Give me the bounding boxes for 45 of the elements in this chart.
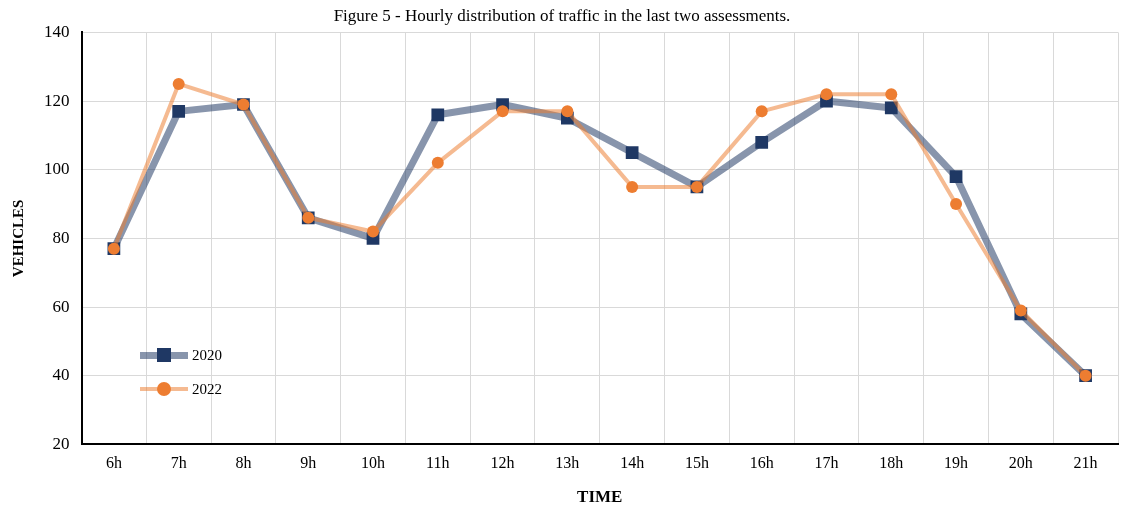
point [884, 101, 898, 115]
x-tick-label: 11h [426, 454, 450, 472]
y-tick-label: 80 [52, 227, 70, 247]
x-tick-label: 19h [944, 454, 969, 472]
y-tick-label: 60 [52, 296, 70, 316]
point [820, 88, 833, 101]
x-tick-label: 17h [814, 454, 839, 472]
point [755, 105, 768, 118]
x-tick-label: 20h [1008, 454, 1033, 472]
x-tick-label: 6h [105, 454, 122, 472]
x-tick-label: 15h [684, 454, 709, 472]
x-tick-label: 9h [300, 454, 317, 472]
point [949, 170, 963, 183]
y-tick-label: 140 [44, 21, 70, 41]
point [950, 198, 963, 211]
y-tick-label: 20 [52, 433, 70, 453]
point [496, 105, 509, 118]
point [561, 105, 574, 118]
point [626, 180, 639, 193]
legend-label: 2020 [192, 346, 222, 365]
point [431, 108, 445, 122]
point [625, 146, 639, 159]
x-tick-label: 21h [1073, 454, 1098, 472]
point [755, 135, 769, 149]
x-tick-label: 14h [620, 454, 645, 472]
x-tick-label: 16h [749, 454, 774, 472]
x-tick-label: 7h [170, 454, 187, 472]
x-tick-label: 8h [235, 454, 252, 472]
x-tick-label: 12h [490, 454, 515, 472]
x-tick-label: 10h [361, 454, 386, 472]
y-tick-label: 120 [44, 90, 70, 110]
point [885, 88, 898, 101]
x-axis-title: TIME [577, 487, 623, 507]
y-tick-label: 100 [44, 159, 70, 179]
point [367, 225, 380, 238]
legend-label: 2022 [192, 380, 222, 399]
point [172, 105, 186, 118]
point [1014, 304, 1027, 317]
chart-title: Figure 5 - Hourly distribution of traffic in the last two assessments. [333, 5, 791, 25]
point [172, 77, 185, 90]
y-tick-label: 40 [52, 365, 70, 385]
x-tick-label: 13h [555, 454, 580, 472]
y-axis-title: VEHICLES [9, 199, 26, 278]
x-tick-label: 18h [879, 454, 904, 472]
point [431, 156, 444, 169]
